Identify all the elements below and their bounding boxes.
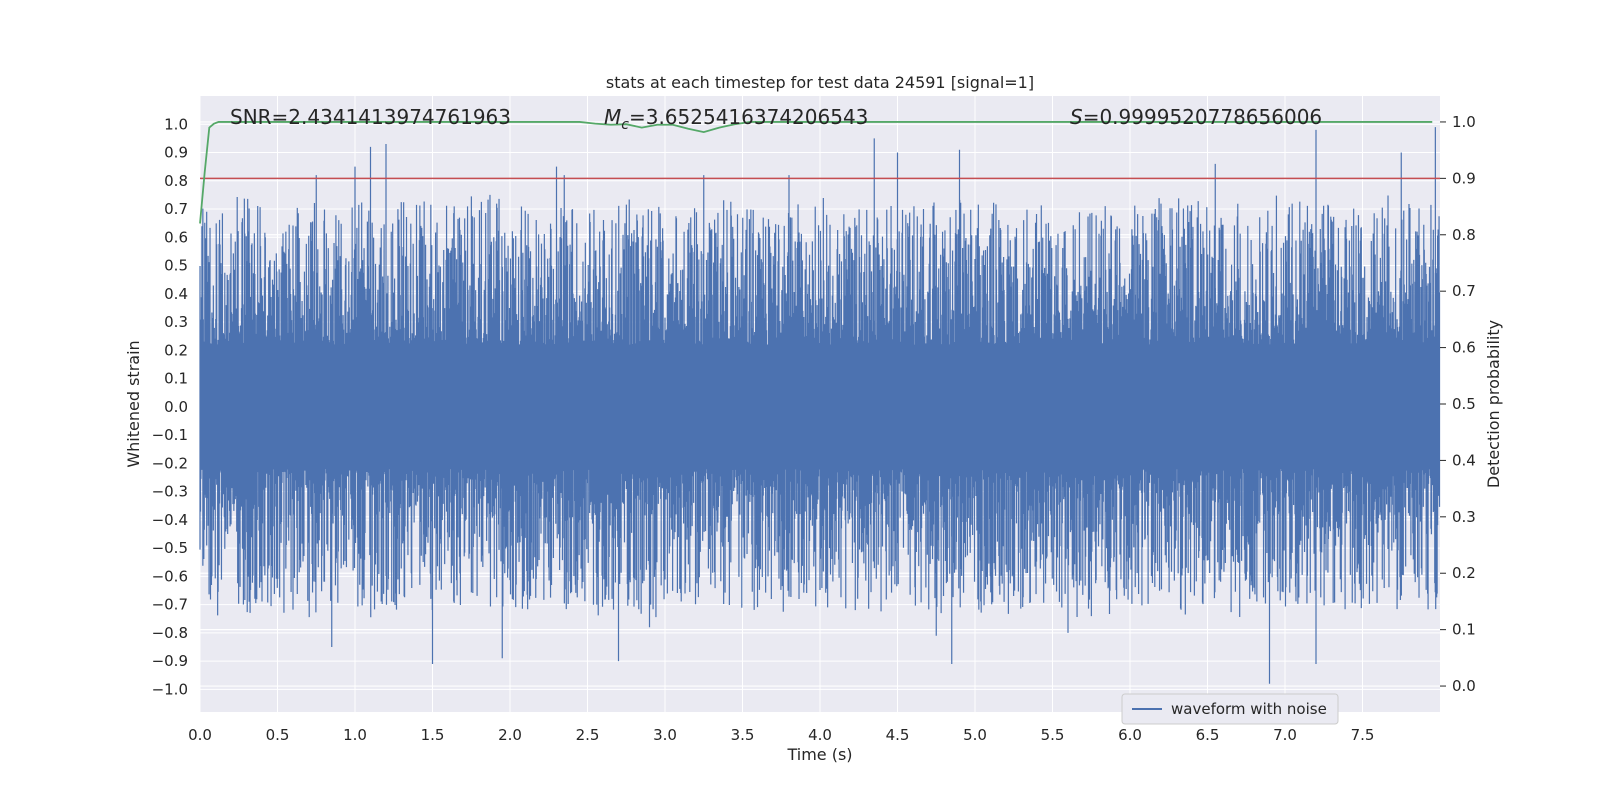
legend: waveform with noise — [1121, 693, 1339, 725]
y-right-tick-label: 0.9 — [1452, 169, 1476, 187]
chirp-mass-annotation: Mc=3.6525416374206543 — [604, 105, 868, 133]
y-left-tick-label: 0.4 — [164, 285, 188, 303]
x-tick-label: 4.5 — [886, 726, 910, 744]
y-left-axis-ticks: −1.0 −0.9 −0.8 −0.7 −0.6 −0.5 −0.4 −0.3 −0.2 −0.1… — [152, 115, 188, 698]
x-tick-label: 4.0 — [808, 726, 832, 744]
y-right-tick-label: 0.8 — [1452, 226, 1476, 244]
y-right-tick-label: 0.5 — [1452, 395, 1476, 413]
x-tick-label: 5.0 — [963, 726, 987, 744]
x-tick-label: 1.5 — [421, 726, 445, 744]
y-right-tick-label: 0.3 — [1452, 508, 1476, 526]
x-tick-label: 7.5 — [1351, 726, 1375, 744]
x-axis-label: Time (s) — [786, 745, 852, 764]
y-right-tick-label: 0.7 — [1452, 282, 1476, 300]
legend-label-waveform: waveform with noise — [1171, 700, 1327, 718]
y-right-tick-label: 0.4 — [1452, 451, 1476, 469]
x-tick-label: 3.5 — [731, 726, 755, 744]
y-left-tick-label: −0.1 — [152, 426, 188, 444]
x-tick-label: 5.5 — [1041, 726, 1065, 744]
x-tick-label: 6.5 — [1196, 726, 1220, 744]
y-left-tick-label: 0.3 — [164, 313, 188, 331]
y-right-tick-label: 0.6 — [1452, 339, 1476, 357]
y-left-tick-label: −1.0 — [152, 680, 188, 698]
y-left-tick-label: 0.2 — [164, 341, 188, 359]
y-left-tick-label: −0.3 — [152, 483, 188, 501]
s-symbol: S — [1070, 105, 1083, 129]
y-left-tick-label: −0.9 — [152, 652, 188, 670]
y-right-tick-label: 0.2 — [1452, 564, 1476, 582]
y-left-tick-label: 0.9 — [164, 144, 188, 162]
y-left-tick-label: 0.8 — [164, 172, 188, 190]
y-right-tick-label: 1.0 — [1452, 113, 1476, 131]
y-left-tick-label: −0.8 — [152, 624, 188, 642]
mc-subscript: c — [621, 117, 629, 133]
y-right-tick-label: 0.1 — [1452, 621, 1476, 639]
y-left-tick-label: 1.0 — [164, 115, 188, 133]
x-tick-label: 0.5 — [266, 726, 290, 744]
x-tick-label: 2.5 — [576, 726, 600, 744]
mc-value: =3.6525416374206543 — [629, 105, 868, 129]
x-tick-label: 0.0 — [188, 726, 212, 744]
legend-box — [1121, 693, 1339, 725]
y-left-tick-label: 0.7 — [164, 200, 188, 218]
y-left-tick-label: 0.6 — [164, 228, 188, 246]
y-left-tick-label: −0.6 — [152, 567, 188, 585]
x-tick-label: 3.0 — [653, 726, 677, 744]
y-right-axis-ticks: 0.0 0.1 0.2 0.3 0.4 0.5 0.6 0.7 0.8 0.9 1.0 — [1440, 113, 1476, 695]
y-left-tick-label: −0.7 — [152, 596, 188, 614]
mc-symbol: M — [604, 105, 621, 129]
score-annotation: S=0.9999520778656006 — [1070, 105, 1322, 129]
y-left-tick-label: 0.5 — [164, 257, 188, 275]
waveform-core — [200, 350, 1440, 464]
x-tick-label: 7.0 — [1273, 726, 1297, 744]
x-axis-ticks: 0.0 0.5 1.0 1.5 2.0 2.5 3.0 3.5 4.0 4.5 5.0 5.5 6.0 6… — [188, 726, 1374, 744]
y-left-tick-label: −0.5 — [152, 539, 188, 557]
waveform-series — [199, 127, 1441, 684]
y-left-tick-label: −0.4 — [152, 511, 188, 529]
y-left-tick-label: −0.2 — [152, 454, 188, 472]
chart-title: stats at each timestep for test data 245… — [606, 73, 1034, 92]
x-tick-label: 2.0 — [498, 726, 522, 744]
y-left-tick-label: 0.0 — [164, 398, 188, 416]
x-tick-label: 1.0 — [343, 726, 367, 744]
s-value: =0.9999520778656006 — [1083, 105, 1322, 129]
x-tick-label: 6.0 — [1118, 726, 1142, 744]
detection-probability-line — [199, 121, 1433, 224]
y-left-tick-label: 0.1 — [164, 370, 188, 388]
y-right-axis-label: Detection probability — [1484, 320, 1503, 488]
snr-annotation: SNR=2.4341413974761963 — [230, 105, 511, 129]
y-left-axis-label: Whitened strain — [124, 340, 143, 467]
y-right-tick-label: 0.0 — [1452, 677, 1476, 695]
